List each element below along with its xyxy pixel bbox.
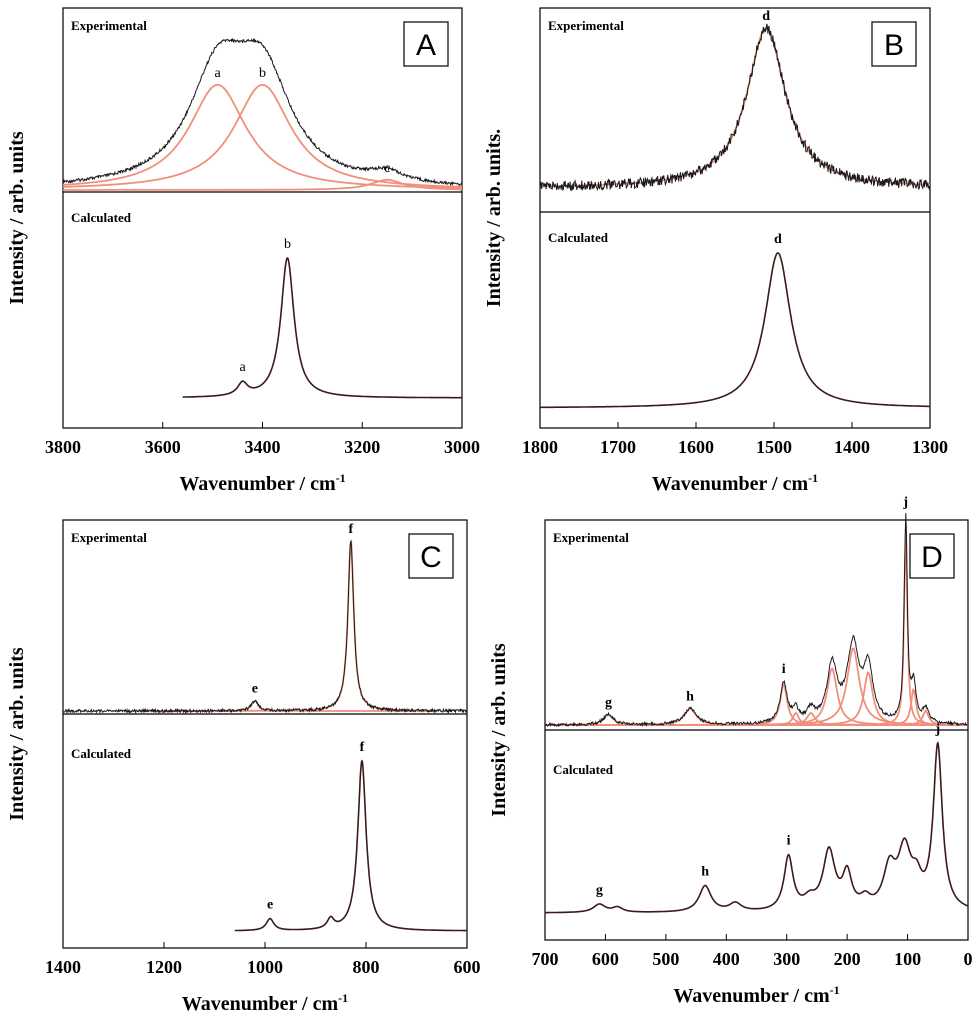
x-axis-title: Wavenumber / cm-1: [673, 983, 839, 1007]
calculated-spectrum: [234, 759, 467, 932]
panel-label: B: [884, 29, 904, 62]
x-tick-label: 600: [454, 957, 481, 977]
calculated-spectrum: [182, 257, 462, 399]
y-axis-title: Intensity / arb. units: [6, 131, 28, 305]
peak-label-calc-i: i: [787, 834, 791, 849]
panel-label-box: [871, 21, 917, 67]
x-tick-label: 1300: [912, 437, 948, 457]
y-axis-title: Intensity / arb. units: [488, 643, 510, 817]
x-tick-label: 200: [834, 949, 861, 969]
x-tick-label: 1400: [834, 437, 870, 457]
x-tick-label: 100: [894, 949, 921, 969]
peak-label-exp-i: i: [782, 662, 786, 677]
peak-label-exp-f: f: [349, 522, 354, 537]
x-tick-label: 1000: [247, 957, 283, 977]
x-tick-label: 1500: [756, 437, 792, 457]
fit-component-10: [545, 709, 968, 726]
panel-d: 700 600 500 400 300 200 100 0 Wavenumber / cm-1 I…: [488, 495, 973, 1007]
experimental-label: Experimental: [553, 530, 629, 545]
x-axis-title: Wavenumber / cm-1: [182, 991, 348, 1015]
x-tick-label: 700: [532, 949, 559, 969]
peak-label-calc-a: a: [239, 360, 246, 375]
x-axis-title: Wavenumber / cm-1: [179, 471, 345, 495]
x-tick-label: 400: [713, 949, 740, 969]
x-tick-label: 3000: [444, 437, 480, 457]
panel-a: 3800 3600 3400 3200 3000 Wavenumber / cm-1 Int…: [6, 7, 480, 495]
panel-label: C: [420, 541, 442, 574]
x-tick-label: 3800: [45, 437, 81, 457]
fit-component-f: [138, 540, 437, 712]
panel-label: A: [416, 29, 436, 62]
peak-label-exp-e: e: [252, 682, 258, 697]
peak-label-calc-g: g: [596, 883, 603, 898]
calculated-label: Calculated: [548, 230, 609, 245]
plot-frame: [539, 7, 931, 429]
peak-label-exp-c: c: [384, 161, 390, 176]
peak-label-calc-j: j: [934, 722, 940, 737]
calculated-spectrum: [545, 741, 969, 914]
x-tick-label: 800: [353, 957, 380, 977]
experimental-label: Experimental: [71, 18, 147, 33]
peak-label-exp-a: a: [215, 66, 222, 81]
peak-label-exp-h: h: [686, 689, 694, 704]
experimental-spectrum: [63, 539, 468, 715]
peak-label-calc-d: d: [774, 232, 782, 247]
panel-label-box: [408, 533, 454, 579]
calculated-label: Calculated: [71, 746, 132, 761]
x-tick-label: 1400: [45, 957, 81, 977]
panel-label-box: [403, 21, 449, 67]
experimental-label: Experimental: [548, 18, 624, 33]
panel-label-box: [909, 533, 955, 579]
experimental-label: Experimental: [71, 530, 147, 545]
x-tick-label: 3400: [245, 437, 281, 457]
x-tick-label: 0: [964, 949, 973, 969]
peak-label-exp-g: g: [605, 696, 612, 711]
x-tick-label: 300: [773, 949, 800, 969]
y-axis-title: Intensity / arb. units: [6, 647, 28, 821]
fit-component-b: [62, 83, 463, 188]
peak-label-calc-b: b: [284, 237, 291, 252]
peak-label-calc-h: h: [701, 864, 709, 879]
x-tick-label: 1200: [146, 957, 182, 977]
x-tick-label: 3200: [344, 437, 380, 457]
x-tick-label: 1600: [678, 437, 714, 457]
x-tick-label: 3600: [145, 437, 181, 457]
x-tick-label: 600: [592, 949, 619, 969]
x-axis-title: Wavenumber / cm-1: [652, 471, 818, 495]
calculated-spectrum: [540, 252, 930, 409]
y-axis-title: Intensity / arb. units.: [483, 129, 505, 307]
panel-c: 1400 1200 1000 800 600 Wavenumber / cm-1 Inten…: [6, 519, 481, 1015]
calculated-label: Calculated: [71, 210, 132, 225]
x-tick-label: 1800: [522, 437, 558, 457]
peak-label-calc-f: f: [360, 740, 365, 755]
calculated-label: Calculated: [553, 762, 614, 777]
panel-label: D: [921, 541, 943, 574]
peak-label-exp-j: j: [902, 495, 908, 510]
panel-b: 1800 1700 1600 1500 1400 1300 Wavenumber / cm-…: [483, 7, 948, 495]
peak-label-exp-d: d: [762, 9, 770, 24]
experimental-spectrum: [62, 37, 463, 187]
experimental-spectrum: [544, 513, 969, 728]
x-tick-label: 1700: [600, 437, 636, 457]
plot-frame: [62, 519, 468, 949]
peak-label-calc-e: e: [267, 898, 273, 913]
fit-component-a: [62, 84, 462, 189]
peak-label-exp-b: b: [259, 66, 266, 81]
experimental-spectrum: [539, 23, 931, 192]
fit-component-c: [63, 178, 462, 191]
x-tick-label: 500: [652, 949, 679, 969]
